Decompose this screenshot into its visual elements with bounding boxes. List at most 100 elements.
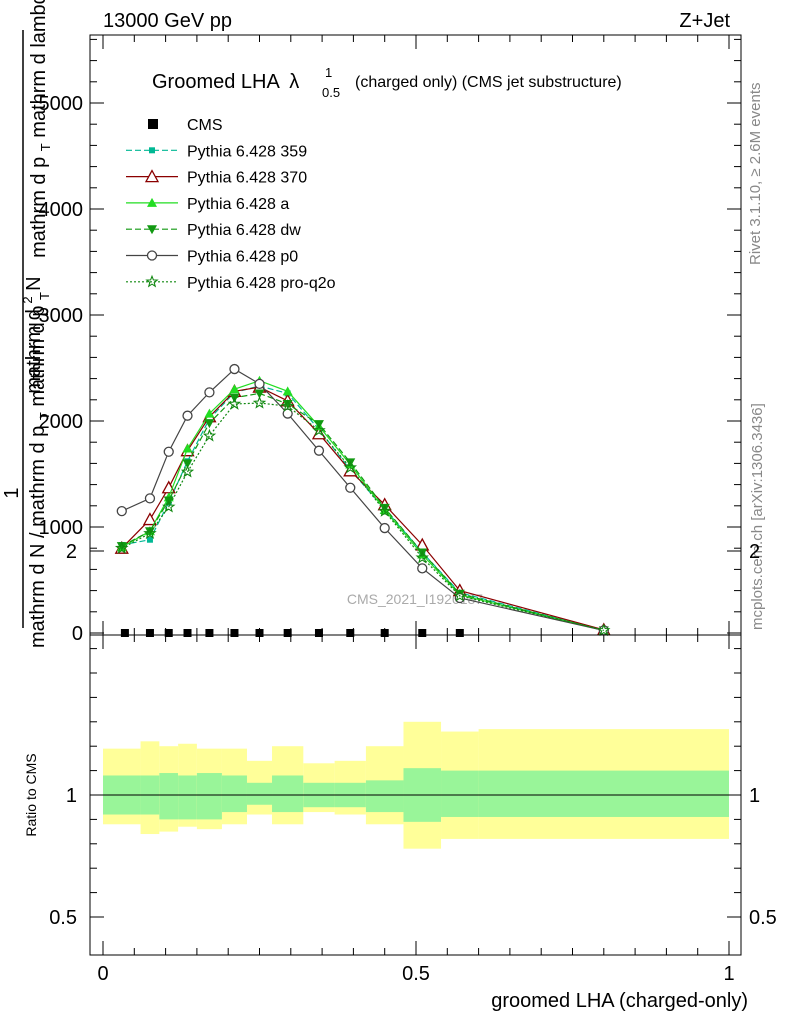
legend-marker — [145, 274, 159, 288]
cms-point — [380, 629, 389, 637]
series-point — [345, 482, 356, 493]
main-ytick-label: 0 — [72, 623, 83, 645]
series-point — [597, 623, 611, 637]
svg-text:mathrm d N / mathrm d p: mathrm d N / mathrm d p T mathrm d p T — [27, 292, 54, 648]
ratio-band-inner — [478, 770, 729, 817]
mcplots-label: mcplots.cern.ch [arXiv:1306.3436] — [749, 403, 766, 630]
ratio-ytick-label: 0.5 — [49, 907, 77, 929]
series-point — [163, 446, 174, 457]
legend: CMS Pythia 6.428 359 Pythia 6.428 370 Pythi… — [126, 117, 336, 292]
ylabel-num-line1: mathrm d — [23, 309, 45, 393]
cms-point — [183, 629, 192, 637]
series-point — [254, 389, 265, 399]
legend-entry: Pythia 6.428 p0 — [126, 249, 298, 266]
ratio-band-inner — [178, 775, 197, 820]
ratio-ytick-label-right: 1 — [749, 785, 760, 807]
main-y-axis-label: 1 mathrm d 2 N mathrm d p T mathrm d lam… — [1, 0, 55, 648]
series-line — [121, 402, 604, 631]
series-point — [204, 387, 215, 398]
svg-text:Groomed LHA λ: Groomed LHA λ — [152, 71, 299, 93]
ylabel-num-end: N — [23, 276, 45, 290]
cms-point — [120, 629, 129, 637]
ylabel-num-sup: 2 — [20, 296, 35, 303]
ylabel-den-sub: T — [37, 412, 52, 420]
ratio-xtick-label: 0.5 — [402, 963, 430, 985]
ratio-y-label: Ratio to CMS — [23, 753, 39, 836]
x-axis-label: groomed LHA (charged-only) — [491, 990, 748, 1012]
ratio-band-inner — [246, 782, 273, 805]
ratio-band-inner — [196, 773, 222, 820]
series-point — [254, 378, 265, 390]
ratio-ytick-label-right: 2 — [749, 541, 760, 563]
chart-title: Groomed LHA λ 1 0.5 (charged only) (CMS … — [152, 65, 622, 100]
series-point — [202, 428, 217, 442]
ratio-panel: 0.5 0.51 12 2 0 0.5 1 Ratio to CMS groomed LH… — [23, 541, 777, 1012]
series-point — [282, 386, 293, 396]
series-point — [116, 505, 127, 517]
series-point — [343, 460, 357, 474]
ratio-band-inner — [159, 773, 179, 820]
series-line — [121, 368, 604, 631]
series-point — [312, 423, 326, 437]
legend-label: Pythia 6.428 a — [187, 196, 289, 213]
main-y-axis: 0 1000 2000 3000 4000 5000 — [39, 38, 741, 645]
legend-label: Pythia 6.428 359 — [187, 143, 307, 160]
ratio-band-inner — [272, 775, 304, 813]
series-point — [143, 526, 157, 540]
series-point — [227, 396, 242, 410]
series-point — [252, 395, 267, 409]
ratio-ytick-label-right: 0.5 — [749, 907, 777, 929]
header-left-label: 13000 GeV pp — [103, 10, 232, 32]
ylabel-num2-end: mathrm d lambda — [28, 0, 50, 138]
cms-point — [164, 629, 173, 637]
ratio-x-axis: 0 0.5 1 — [97, 635, 735, 985]
ratio-band-inner — [221, 775, 247, 813]
series-point — [379, 503, 390, 513]
series-point — [280, 399, 295, 412]
ylabel-den-sub2: T — [37, 292, 52, 300]
series-point — [378, 504, 392, 517]
series-point — [182, 410, 193, 421]
series-point — [162, 499, 176, 513]
series-line — [121, 385, 604, 631]
watermark: CMS_2021_I1920187 — [347, 591, 483, 607]
series-point — [379, 522, 390, 534]
series-point — [144, 493, 156, 504]
legend-marker — [149, 147, 155, 154]
cms-point — [418, 629, 427, 637]
legend-label: Pythia 6.428 p0 — [187, 249, 298, 266]
series-6 — [114, 395, 611, 637]
series-line — [121, 380, 604, 631]
legend-label: Pythia 6.428 dw — [187, 222, 301, 239]
series-point — [453, 588, 467, 602]
main-ytick-label: 3000 — [39, 305, 84, 327]
main-ytick-label: 5000 — [39, 93, 84, 115]
ylabel-num2: mathrm d p — [28, 157, 50, 258]
series-line — [121, 392, 604, 631]
title-sub: 0.5 — [322, 85, 340, 100]
cms-data-points — [120, 629, 464, 637]
series-line — [121, 386, 604, 631]
legend-marker — [146, 250, 158, 261]
legend-entry: Pythia 6.428 pro-q2o — [126, 274, 336, 292]
cms-point — [255, 629, 264, 637]
series-point — [146, 536, 153, 543]
series-point — [114, 541, 129, 554]
ratio-xtick-label: 1 — [723, 963, 734, 985]
series-point — [229, 384, 240, 394]
rivet-label: Rivet 3.1.10, ≥ 2.6M events — [747, 83, 764, 266]
ratio-xtick-label: 0 — [97, 963, 108, 985]
series-point — [182, 443, 193, 453]
cms-point — [205, 629, 214, 637]
cms-point — [455, 629, 464, 637]
legend-entry: Pythia 6.428 370 — [126, 169, 307, 187]
title-lambda: λ — [289, 71, 299, 93]
legend-label: CMS — [187, 117, 223, 134]
series-point — [204, 408, 215, 418]
svg-text:mathrm d p T: mathrm d p T mathrm d lambda — [28, 0, 55, 258]
ratio-band-inner — [441, 770, 479, 817]
legend-entry: Pythia 6.428 359 — [126, 143, 307, 160]
series-point — [415, 550, 430, 564]
series-point — [229, 363, 240, 375]
ylabel-den-end: mathrm d p — [27, 306, 49, 407]
